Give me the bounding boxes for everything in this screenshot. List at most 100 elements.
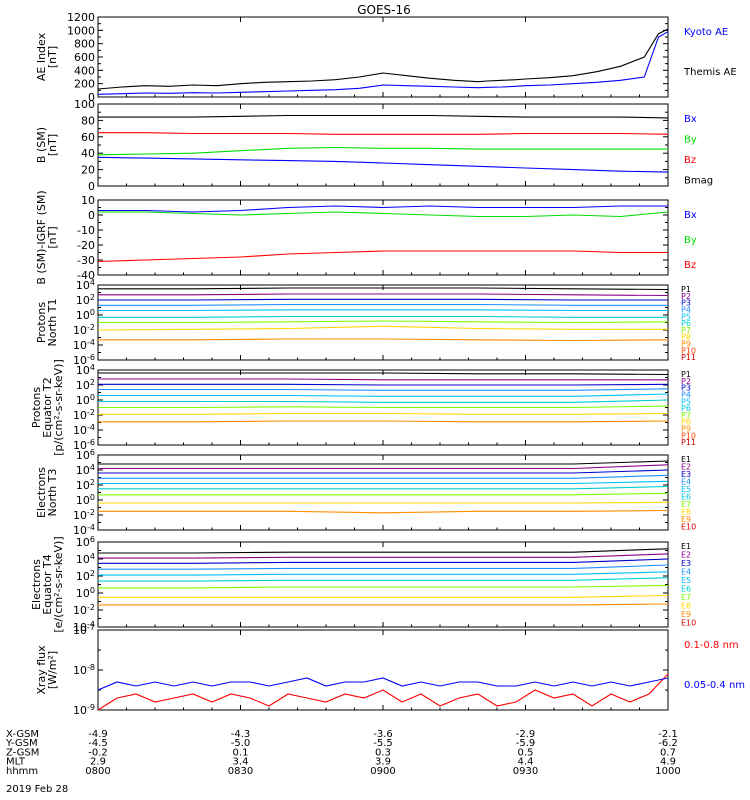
legend-label: E1 [681,455,691,464]
series-E2 [98,553,669,559]
legend-label: Bx [684,114,697,125]
ytick-label: 10-2 [73,323,95,337]
legend-label: P6 [681,319,691,328]
ytick-label: 1200 [67,11,95,24]
ylabel-line: North T1 [46,299,59,347]
series-By [97,146,668,156]
ylabel-line: [p/(cm²-s-sr-keV)] [52,359,65,456]
series-P4 [98,303,668,306]
ylabel-line: B (SM)-IGRF (SM) [35,190,48,284]
footer-row-label: Z-GSM [6,747,39,758]
footer-value: 0.1 [233,747,249,758]
legend-label: P1 [681,285,691,294]
series-Bz [98,132,669,135]
legend-label: By [684,135,697,146]
series-P7 [98,320,669,324]
series-P1 [98,287,669,291]
legend-label: E8 [681,508,691,517]
ytick-label: 10-2 [73,508,95,522]
legend-label: P7 [681,326,691,335]
footer-value: 0930 [513,766,538,777]
legend-label: Themis AE [683,67,737,78]
series-P5 [98,393,669,397]
legend-label: E3 [681,559,691,568]
series-P9 [98,338,669,342]
footer-value: -2.1 [658,729,678,740]
ytick-label: 80 [81,114,95,127]
series-E1 [98,548,669,554]
ytick-label: -20 [77,239,95,252]
legend-label: P7 [681,411,691,420]
ytick-label: 100 [76,493,95,507]
footer-value: 0.3 [375,747,391,758]
legend-label: E5 [681,576,691,585]
series-P2 [98,293,669,297]
series-P6 [98,315,668,318]
legend-label: P4 [681,305,691,314]
ytick-label: 102 [76,293,95,307]
legend-label: Bx [684,210,697,221]
legend-label: E7 [681,593,691,602]
footer-value: -3.6 [373,729,393,740]
legend-label: P5 [681,312,691,321]
legend-label: E10 [681,523,696,532]
legend-label: 0.1-0.8 nm [684,640,739,651]
legend-label: P6 [681,404,691,413]
series-0-05-0-4-nm [97,677,669,691]
footer-date: 2019 Feb 28 [6,784,68,795]
legend-label: Bmag [684,176,713,187]
legend-label: E6 [681,585,691,594]
series-E6 [98,577,669,582]
legend-label: P4 [681,390,691,399]
ylabel-line: Equator T4 [41,554,54,614]
footer-value: -6.2 [658,738,678,749]
ytick-label: 104 [76,278,95,292]
legend-label: E7 [681,500,691,509]
ytick-label: 10-2 [73,408,95,422]
ytick-label: -40 [77,269,95,282]
footer-value: 0830 [228,766,253,777]
series-E5 [98,571,669,576]
footer-value: 0.5 [518,747,534,758]
footer-value: 0900 [370,766,395,777]
footer-row-label: MLT [6,757,26,768]
footer-row-label: X-GSM [6,729,39,740]
footer-value: 0.7 [660,747,676,758]
legend-label: P8 [681,333,691,342]
footer-value: -0.2 [88,747,108,758]
series-P7 [98,405,669,409]
footer-value: -4.3 [231,729,251,740]
ytick-label: 100 [76,308,95,322]
series-Bx [98,205,668,213]
series-P3 [98,298,668,301]
ylabel-line: [nT] [46,226,59,248]
series-P9 [98,420,669,423]
footer-value: 0800 [85,766,110,777]
legend-label: 0.05-0.4 nm [684,680,745,691]
legend-label: P8 [681,418,691,427]
legend-label: E4 [681,478,691,487]
series-E2 [98,464,669,470]
ytick-label: 1000 [67,24,95,37]
ytick-label: 800 [74,38,95,51]
ytick-label: 106 [76,448,95,462]
ytick-label: 10-2 [73,603,95,617]
legend-label: E9 [681,515,691,524]
ylabel-line: Protons [30,387,43,428]
legend-label: E6 [681,493,691,502]
series-E8 [98,594,669,598]
ytick-label: 600 [74,51,95,64]
footer-value: -5.0 [231,738,251,749]
legend-label: E1 [681,542,691,551]
footer-value: 1000 [655,766,680,777]
series-E8 [98,501,669,504]
ytick-label: 100 [74,98,95,111]
ytick-label: -30 [77,254,95,267]
ytick-label: 100 [76,393,95,407]
ylabel-line: Xray flux [35,645,48,695]
panel-frame [97,103,669,187]
ytick-label: 10-7 [73,623,95,637]
